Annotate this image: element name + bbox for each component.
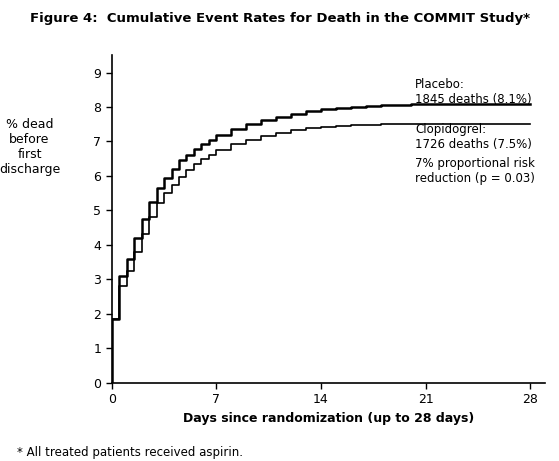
Text: * All treated patients received aspirin.: * All treated patients received aspirin. bbox=[17, 446, 243, 459]
Text: 7% proportional risk
reduction (p = 0.03): 7% proportional risk reduction (p = 0.03… bbox=[415, 157, 535, 185]
X-axis label: Days since randomization (up to 28 days): Days since randomization (up to 28 days) bbox=[183, 412, 474, 425]
Text: Clopidogrel:
1726 deaths (7.5%): Clopidogrel: 1726 deaths (7.5%) bbox=[415, 123, 532, 150]
Text: Figure 4:  Cumulative Event Rates for Death in the COMMIT Study*: Figure 4: Cumulative Event Rates for Dea… bbox=[30, 12, 529, 24]
Text: Placebo:
1845 deaths (8.1%): Placebo: 1845 deaths (8.1%) bbox=[415, 78, 532, 106]
Y-axis label: % dead
before
first
discharge: % dead before first discharge bbox=[0, 118, 60, 176]
